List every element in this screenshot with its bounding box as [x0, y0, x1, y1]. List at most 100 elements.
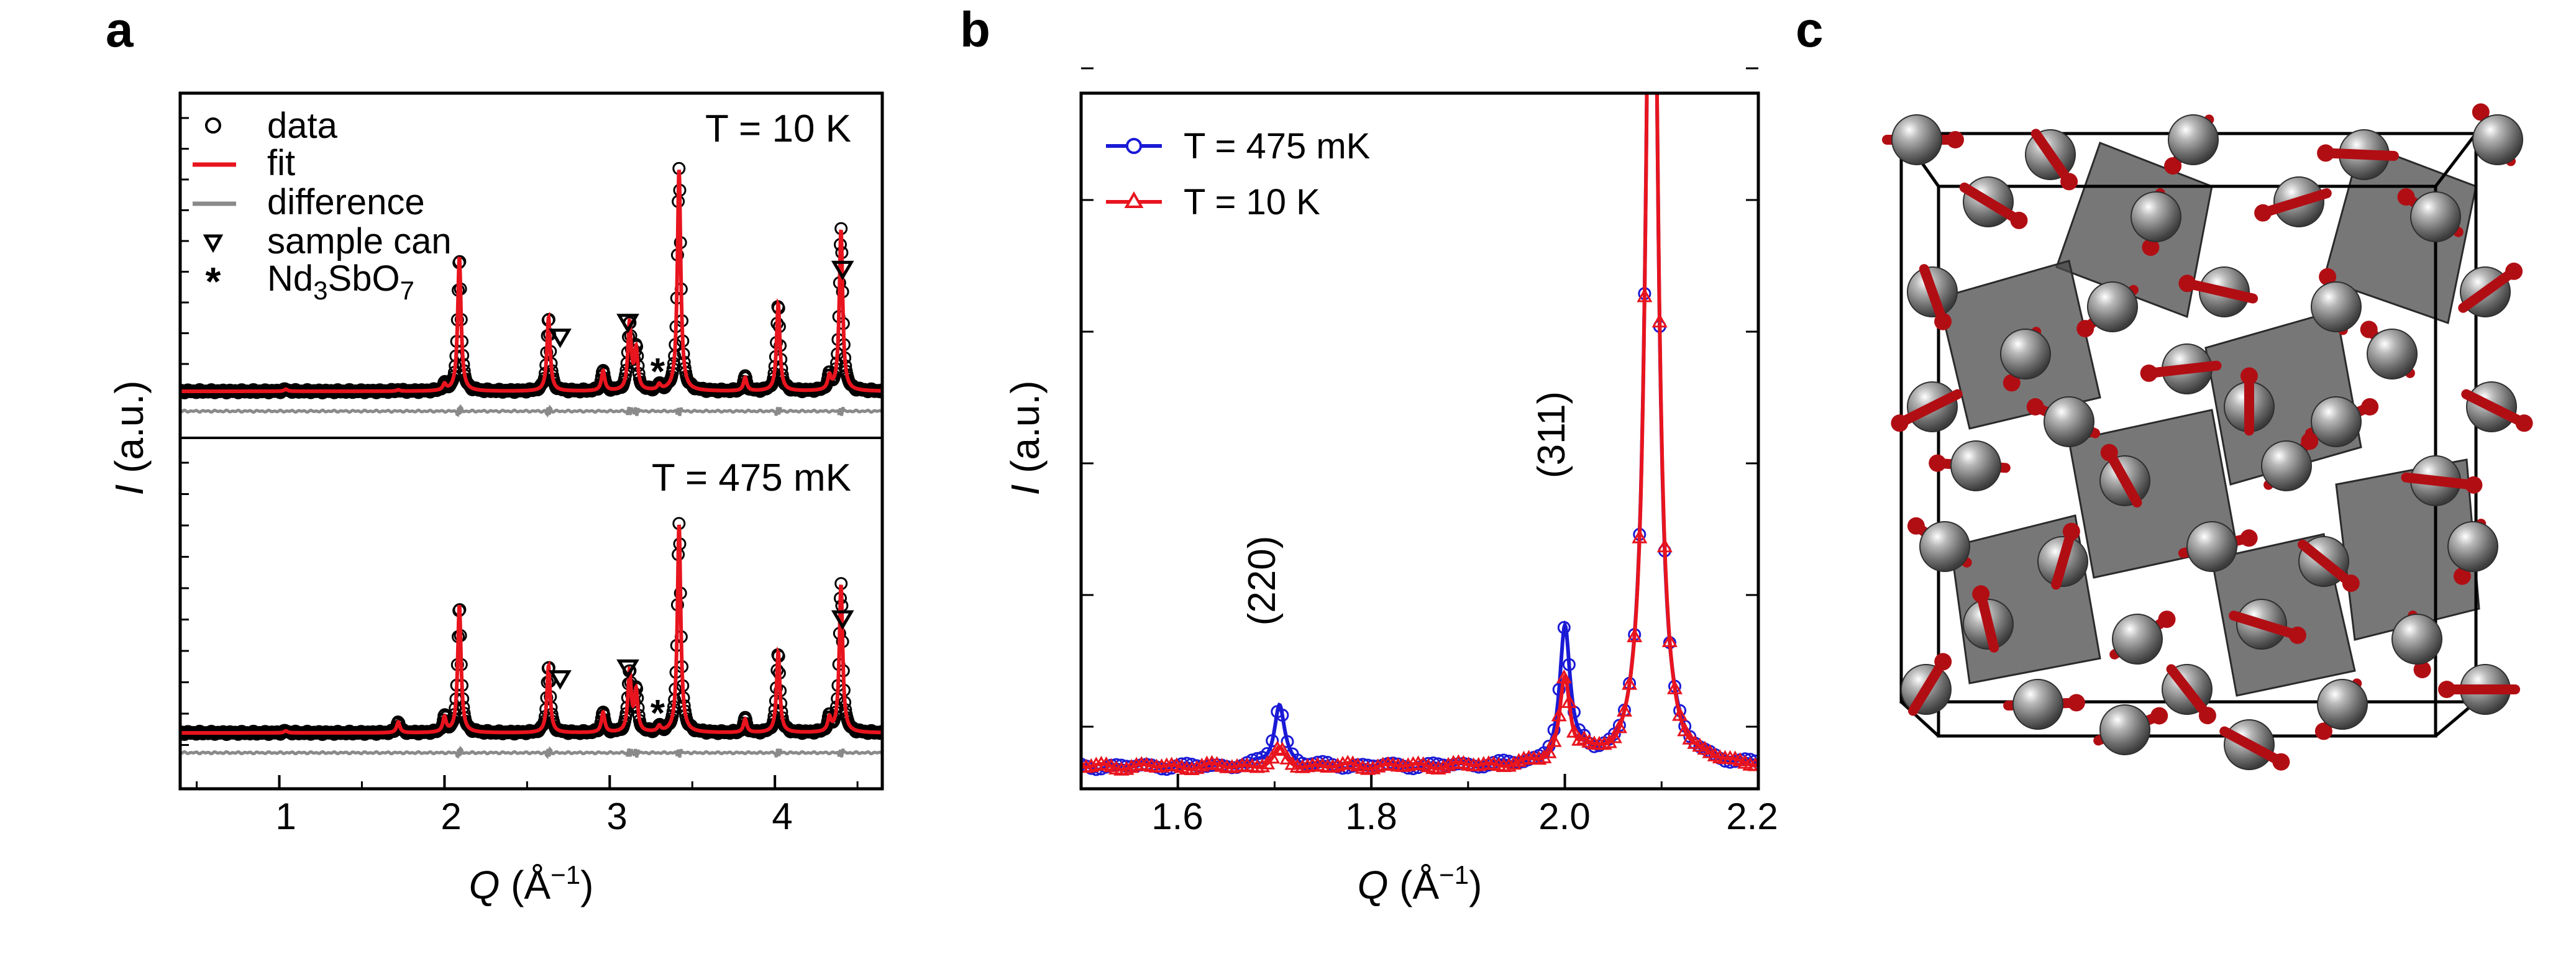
legend-data-marker: [205, 117, 221, 134]
panel-a-xtick: 1: [275, 796, 296, 837]
panel-b-ticks: [1080, 67, 1760, 789]
nd-atom: [2186, 521, 2237, 572]
nd-atom: [2447, 521, 2498, 572]
panel-b-data-point: [1325, 758, 1341, 773]
spin-arrow: [1894, 389, 1963, 429]
panel-a-fit-curve: [180, 169, 882, 393]
panel-b-data-point: [1279, 750, 1295, 765]
panel-b-data-point: [1661, 633, 1678, 647]
panel-b-data-point: [1250, 752, 1264, 765]
spin-arrow: [2401, 472, 2479, 490]
spin-arrow-head: [2453, 567, 2471, 585]
panel-b-data-point: [1596, 735, 1612, 750]
panel-b-data-point: [1299, 758, 1315, 773]
spin-arrow-head: [1929, 454, 1947, 472]
spin-arrow-head: [2413, 661, 2431, 679]
legend-label: sample can: [267, 221, 452, 261]
spin-arrow-head: [2010, 211, 2028, 229]
spin-arrow-head: [2272, 753, 2290, 771]
nd-atom: [2112, 614, 2163, 665]
spin-arrow-head: [2076, 320, 2094, 338]
panel-a-xtick: 4: [772, 796, 792, 837]
spin-arrow-head: [2158, 611, 2176, 629]
panel-b-data-point: [1264, 749, 1281, 764]
panel-b-data-point: [1552, 683, 1566, 696]
panel-a-ylabel: I (a.u.): [107, 381, 152, 496]
spin-arrow-head: [2505, 262, 2523, 280]
panel-a-sample-can-marker: [549, 670, 572, 690]
panel-a-sample-can-marker: [831, 610, 854, 630]
panel-b-data-point: [1666, 680, 1683, 694]
legend-impurity-marker: *: [206, 259, 221, 304]
nd-atom: [2410, 191, 2461, 242]
panel-b-data-point: [1365, 760, 1381, 775]
panel-a-impurity-marker: *: [651, 692, 665, 734]
panel-c-crystal-structure: [1882, 103, 2533, 771]
panel-b-data-point: [1370, 758, 1386, 773]
panel-a-sample-can-marker: [616, 314, 639, 334]
panel-b-data-point: [1682, 730, 1698, 745]
nd-atom: [2317, 679, 2368, 730]
spin-arrow-head: [2317, 144, 2335, 162]
nd-atom: [2087, 281, 2138, 332]
panel-b-data-point: [1194, 757, 1210, 772]
spin-arrow: [2298, 539, 2356, 589]
panel-b-data-point: [1266, 734, 1279, 748]
panel-b-annotation-311: (311): [1530, 391, 1573, 478]
unit-cell-edge: [1900, 701, 1940, 737]
panel-b-data-point: [1561, 694, 1577, 708]
spin-arrow-head: [1891, 414, 1909, 432]
spin-arrow-head: [2062, 522, 2080, 540]
legend-475mk-marker: [1126, 138, 1142, 154]
panel-b-data-point: [1651, 313, 1668, 328]
panel-b-data-point: [1546, 733, 1562, 747]
legend-10k-marker: [1124, 191, 1144, 208]
spin-arrow-head: [2164, 157, 2182, 175]
spin-arrow-head: [2240, 529, 2258, 547]
nd-atom: [2131, 191, 2181, 242]
legend-label: fit: [267, 143, 295, 183]
panel-a-temp-label-bottom: T = 475 mK: [652, 457, 851, 499]
panel-b-data-point: [1154, 758, 1170, 773]
spin-arrow-head: [2515, 414, 2533, 432]
spin-arrow-head: [2060, 173, 2078, 191]
panel-a-top-subplot: *: [180, 161, 882, 418]
spin-arrow-head: [2140, 364, 2158, 382]
panel-a-xtick: 3: [606, 796, 627, 837]
spin-arrow: [2144, 360, 2222, 378]
panel-a-impurity-marker: *: [651, 350, 665, 392]
nd-atom: [2311, 396, 2362, 447]
spin-arrow: [2166, 664, 2213, 721]
spin-arrow: [1976, 589, 1999, 653]
panel-b-data-point: [1611, 719, 1627, 734]
legend-label: Nd3SbO7: [267, 258, 414, 305]
nd-atom: [1919, 521, 1970, 572]
panel-letter-b: b: [960, 2, 990, 57]
panel-letter-c: c: [1796, 2, 1824, 57]
spin-arrow: [2051, 526, 2076, 590]
spin-arrow-head: [1947, 131, 1964, 148]
panel-a-difference-curve: [180, 745, 882, 760]
panel-b-data-point: [1637, 288, 1653, 302]
nd-atom: [2044, 396, 2094, 447]
nd-atom: [1891, 114, 1942, 165]
unit-cell-edge: [2434, 132, 2477, 188]
tetrahedron: [1950, 514, 2101, 684]
nd-atom: [2099, 704, 2150, 755]
spin-arrow-head: [2067, 694, 2085, 712]
nd-atom: [2012, 679, 2063, 730]
panel-b-xtick: 1.6: [1151, 796, 1203, 837]
spin-arrow: [1908, 656, 1948, 716]
spin-arrow: [2104, 447, 2142, 508]
spin-arrow-head: [2438, 681, 2455, 698]
spin-arrow-head: [2150, 707, 2168, 725]
spin-arrow: [2321, 148, 2399, 161]
nd-atom: [2391, 614, 2442, 665]
panel-b-data-point: [1622, 676, 1638, 690]
panel-b-data-point: [1430, 760, 1446, 775]
panel-b-data-point: [1747, 756, 1758, 771]
spin-arrow: [2258, 188, 2332, 218]
panel-b-data-point: [1254, 758, 1271, 773]
nd-atom: [2472, 114, 2523, 165]
panel-a-xtick: 2: [441, 796, 461, 837]
